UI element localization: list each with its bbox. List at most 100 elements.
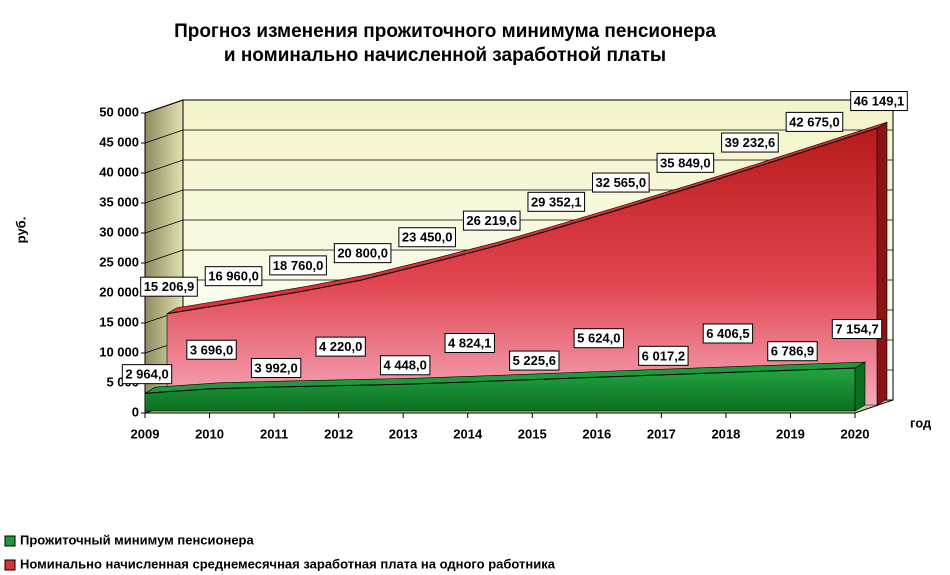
x-tick-label: 2010 <box>195 426 224 441</box>
chart-title: Прогноз изменения прожиточного минимума … <box>174 21 716 42</box>
y-tick-label: 35 000 <box>99 194 139 209</box>
data-label-box <box>204 266 263 287</box>
x-tick-label: 2015 <box>518 426 547 441</box>
data-label-box <box>573 328 625 349</box>
data-label: 20 800,0 <box>333 243 392 264</box>
y-tick-label: 45 000 <box>99 134 139 149</box>
data-label: 3 696,0 <box>190 342 233 357</box>
area-side <box>876 121 888 406</box>
x-tick-label: 2011 <box>260 426 288 441</box>
y-tick-label: 40 000 <box>99 164 139 179</box>
data-label-box <box>850 91 908 112</box>
x-tick-label: 2019 <box>776 426 805 441</box>
data-label-box <box>702 323 754 344</box>
x-tick-label: 2013 <box>389 426 418 441</box>
data-label-box <box>831 319 883 340</box>
y-tick-label: 25 000 <box>99 254 139 269</box>
legend-swatch <box>4 535 16 547</box>
data-label-box <box>767 341 818 362</box>
data-label: 39 232,6 <box>721 132 779 153</box>
data-label: 39 232,6 <box>725 135 776 150</box>
data-label: 3 992,0 <box>254 360 297 375</box>
data-label: 32 565,0 <box>592 172 650 193</box>
area-side <box>854 361 866 412</box>
x-tick-label: 2009 <box>131 426 160 441</box>
data-label-box <box>462 210 521 231</box>
data-label-box <box>140 276 198 297</box>
data-label: 26 219,6 <box>462 210 521 231</box>
y-tick-label: 0 <box>132 404 139 419</box>
x-tick-label: 2016 <box>582 426 611 441</box>
data-label: 42 675,0 <box>789 114 840 129</box>
y-tick-label: 50 000 <box>99 104 139 119</box>
data-label: 4 220,0 <box>315 336 366 357</box>
grid-line <box>144 99 893 114</box>
data-label: 23 450,0 <box>398 227 456 248</box>
data-label: 2 964,0 <box>125 367 168 382</box>
grid-line <box>144 159 893 174</box>
data-label: 26 219,6 <box>466 213 517 228</box>
x-tick-label: 2014 <box>453 426 483 441</box>
data-label-box <box>638 345 689 366</box>
data-label: 29 352,1 <box>527 191 586 212</box>
x-axis-label: год <box>910 415 932 430</box>
data-label-box <box>527 191 586 212</box>
x-tick-label: 2018 <box>711 426 740 441</box>
data-label: 16 960,0 <box>208 269 259 284</box>
data-label: 23 450,0 <box>402 230 453 245</box>
data-label: 4 824,1 <box>444 332 495 353</box>
data-label: 29 352,1 <box>531 194 582 209</box>
area-line <box>144 367 856 394</box>
data-label-box <box>269 255 327 276</box>
data-label: 46 149,1 <box>850 91 908 112</box>
data-label: 6 786,9 <box>771 344 814 359</box>
data-label: 32 565,0 <box>596 175 647 190</box>
data-label: 3 992,0 <box>250 357 302 378</box>
data-label: 5 624,0 <box>577 331 620 346</box>
data-label: 5 624,0 <box>573 328 625 349</box>
data-label: 35 849,0 <box>660 155 711 170</box>
data-label-box <box>333 243 392 264</box>
data-label-box <box>398 227 456 248</box>
data-label-box <box>186 339 237 360</box>
data-label: 18 760,0 <box>273 258 324 273</box>
grid-line <box>144 129 893 144</box>
data-label: 42 675,0 <box>785 111 844 132</box>
data-label-box <box>785 111 844 132</box>
data-label-box <box>444 332 495 353</box>
data-label-box <box>656 152 715 173</box>
data-label: 46 149,1 <box>854 94 905 109</box>
data-label: 6 406,5 <box>702 323 754 344</box>
x-tick-label: 2017 <box>647 426 676 441</box>
data-label: 5 225,6 <box>513 353 556 368</box>
data-label: 7 154,7 <box>831 319 883 340</box>
data-label-box <box>315 336 366 357</box>
data-label: 7 154,7 <box>835 322 878 337</box>
y-tick-label: 15 000 <box>99 314 139 329</box>
data-label: 4 448,0 <box>383 358 426 373</box>
data-label: 2 964,0 <box>121 364 173 385</box>
legend-label: Прожиточный минимум пенсионера <box>20 532 254 547</box>
data-label: 4 220,0 <box>319 339 362 354</box>
data-label: 15 206,9 <box>140 276 198 297</box>
data-label: 4 448,0 <box>379 355 431 376</box>
area-line <box>166 127 878 315</box>
legend-label: Номинально начисленная среднемесячная за… <box>20 556 556 571</box>
data-label-box <box>721 132 779 153</box>
y-tick-label: 30 000 <box>99 224 139 239</box>
grid-line <box>144 189 893 204</box>
data-label-box <box>250 357 302 378</box>
data-label: 15 206,9 <box>144 279 195 294</box>
legend-swatch <box>4 559 16 571</box>
data-label-box <box>121 364 173 385</box>
data-label: 6 017,2 <box>638 345 689 366</box>
data-label: 5 225,6 <box>509 350 560 371</box>
data-label-box <box>592 172 650 193</box>
data-label: 3 696,0 <box>186 339 237 360</box>
data-label: 4 824,1 <box>448 335 491 350</box>
data-label-box <box>509 350 560 371</box>
data-label: 20 800,0 <box>337 246 388 261</box>
data-label: 6 406,5 <box>706 326 749 341</box>
x-tick-label: 2012 <box>324 426 353 441</box>
